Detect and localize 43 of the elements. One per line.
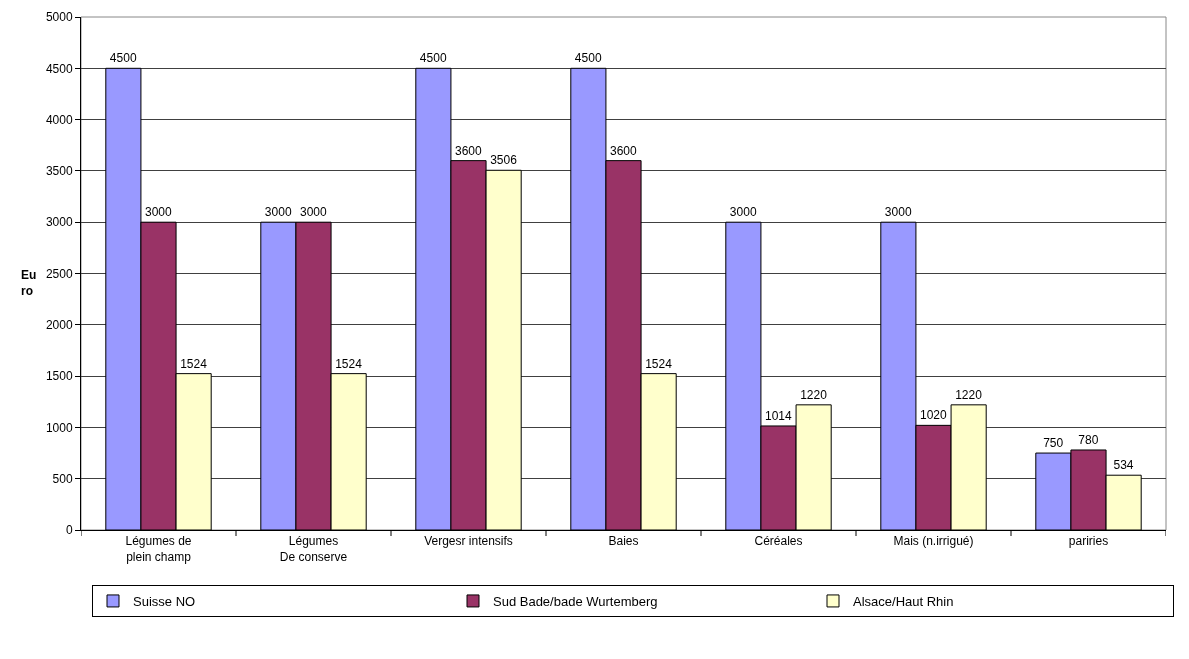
data-label: 3000: [299, 205, 328, 220]
data-label: 1524: [645, 356, 673, 371]
data-label: 3000: [884, 205, 912, 220]
y-tick-label: 500: [52, 471, 73, 486]
data-label: 3000: [144, 205, 173, 220]
y-tick-label: 0: [65, 523, 73, 538]
data-label: 1524: [335, 356, 363, 371]
data-label: 1220: [955, 387, 983, 402]
x-tick-label: Légumes de plein champ: [125, 534, 192, 564]
data-label: 3506: [490, 153, 518, 168]
data-label: 1524: [180, 356, 208, 371]
data-label: 3000: [729, 205, 757, 220]
x-tick-label: Légumes De conserve: [279, 534, 348, 564]
data-label: 4500: [419, 51, 447, 66]
x-tick-label: Baies: [608, 534, 639, 549]
data-label: 1014: [764, 408, 793, 423]
legend-label: Alsace/Haut Rhin: [853, 594, 954, 610]
y-tick-label: 3500: [45, 164, 73, 179]
data-label: 3600: [609, 143, 638, 158]
data-label: 3600: [454, 143, 483, 158]
y-tick-label: 1000: [45, 420, 73, 435]
data-label: 1220: [800, 387, 828, 402]
legend-label: Sud Bade/bade Wurtemberg: [493, 594, 658, 610]
x-tick-label: Céréales: [754, 534, 803, 549]
y-tick-label: 4500: [45, 61, 73, 76]
y-tick-label: 2500: [45, 266, 73, 281]
data-label: 780: [1078, 432, 1099, 447]
y-tick-label: 5000: [45, 10, 73, 25]
y-tick-label: 3000: [45, 215, 73, 230]
data-label: 534: [1113, 458, 1134, 473]
legend-label: Suisse NO: [133, 594, 196, 610]
data-label: 750: [1043, 436, 1064, 451]
y-tick-label: 4000: [45, 112, 73, 127]
y-tick-label: 2000: [45, 318, 73, 332]
y-axis-title: Eu ro: [21, 268, 37, 298]
x-tick-label: Mais (n.irrigué): [893, 534, 974, 549]
y-tick-label: 1500: [45, 369, 73, 384]
x-tick-label: Vergesr intensifs: [424, 534, 513, 549]
data-label: 4500: [574, 51, 602, 66]
data-label: 1020: [919, 408, 948, 423]
x-tick-label: pariries: [1068, 534, 1109, 549]
data-label: 3000: [264, 205, 292, 220]
data-label: 4500: [109, 51, 137, 66]
